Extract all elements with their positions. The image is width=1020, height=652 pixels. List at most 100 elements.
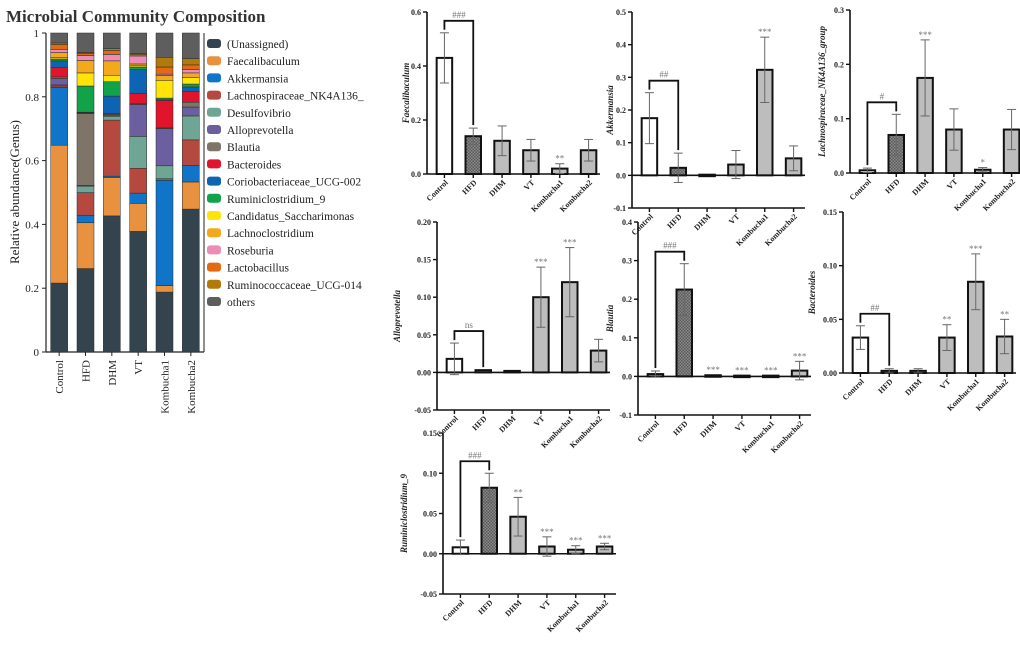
x-tick-label: VT [522, 178, 537, 193]
x-tick-label: HFD [460, 178, 478, 196]
significance-bracket [859, 312, 891, 366]
stacked-segment [76, 192, 95, 216]
stacked-segment [76, 60, 95, 74]
x-tick-label: HFD [470, 414, 488, 432]
y-tick-label: 0.15 [417, 256, 431, 265]
y-axis-label: Blautia [605, 304, 615, 333]
stacked-bar-chart: 0 0.2 0.4 0.6 0.8 1 Control HFD DHM VT Kombucha1 Ko… [25, 28, 205, 414]
y-tick-label: -0.05 [414, 406, 431, 415]
stacked-segment [182, 91, 200, 103]
y-tick-label: 0.5 [616, 8, 626, 17]
y-tick-label: 1 [34, 28, 40, 40]
y-tick-label: 0.00 [423, 550, 437, 559]
stacked-segment [103, 32, 121, 49]
significance-marker: *** [534, 257, 548, 267]
stacked-segment [182, 181, 200, 210]
significance-marker: *** [569, 536, 583, 546]
stacked-segment [155, 57, 174, 68]
y-tick-label: -0.1 [619, 411, 632, 420]
bar [474, 369, 492, 374]
legend-swatch [207, 125, 221, 134]
x-tick-label: VT [945, 177, 960, 192]
stacked-segment [50, 60, 68, 68]
y-tick-label: 0.0 [616, 171, 626, 180]
y-axis-label: Lachnospiraceae_NK4A136_group [817, 26, 827, 159]
legend-label: Candidatus_Saccharimonas [227, 211, 355, 223]
stacked-segment [103, 48, 121, 51]
significance-bracket [866, 101, 898, 166]
stacked-segment [182, 72, 200, 78]
bracket-label: # [880, 91, 885, 101]
legend-swatch [207, 228, 221, 238]
x-tick-label: HFD [81, 360, 93, 382]
stacked-segment [182, 58, 200, 66]
stacked-segment [182, 77, 200, 85]
x-tick-label: VT [133, 360, 145, 375]
significance-marker: *** [764, 366, 778, 376]
y-tick-label: 0.6 [411, 8, 421, 17]
stacked-segment [182, 106, 200, 117]
legend-swatch [207, 279, 221, 289]
bar [704, 374, 722, 378]
stacked-segment [155, 80, 174, 99]
y-tick-label: 0.20 [417, 218, 431, 227]
y-tick-label: 0.10 [823, 262, 837, 271]
stacked-segment [155, 100, 174, 129]
y-tick-label: 0.05 [823, 315, 837, 324]
stacked-segment [103, 116, 121, 121]
bar-panel-blautia: -0.1 0.0 0.1 0.2 0.3 0.4 Blautia Control HFD *** D… [605, 218, 811, 455]
y-tick-label: 0.4 [622, 218, 632, 227]
y-tick-label: 0 [34, 347, 40, 359]
legend-swatch [207, 176, 221, 186]
legend-swatch [207, 245, 221, 255]
stacked-segment [50, 87, 68, 146]
stacked-segment [103, 81, 121, 97]
y-tick-label: 0.2 [411, 116, 421, 125]
y-tick-label: 0.4 [616, 41, 626, 50]
x-tick-label: DHM [497, 414, 518, 435]
x-tick-label: Control [630, 212, 656, 238]
significance-bracket [648, 79, 680, 151]
significance-marker: ** [514, 487, 524, 497]
x-tick-label: HFD [665, 212, 683, 230]
x-tick-label: DHM [487, 178, 508, 199]
y-tick-label: 0.3 [616, 73, 626, 82]
stacked-segment [50, 32, 68, 44]
stacked-segment [50, 49, 68, 53]
legend-label: Lactobacillus [227, 263, 289, 275]
y-tick-label: 0.2 [622, 295, 632, 304]
stacked-segment [50, 282, 68, 353]
stacked-segment [129, 32, 147, 54]
legend-label: Alloprevotella [227, 125, 293, 137]
bar-panel-faecalibaculum: 0.0 0.2 0.4 0.6 Faecalibaculum Control HFD DHM V… [401, 8, 600, 214]
stacked-segment [155, 180, 174, 286]
significance-marker: *** [758, 27, 772, 37]
legend-label: Blautia [227, 142, 260, 154]
stacked-segment [129, 203, 147, 232]
stacked-segment [76, 215, 95, 224]
x-tick-label: Control [841, 377, 867, 403]
legend-swatch [207, 56, 221, 66]
y-tick-label: 0.05 [417, 331, 431, 340]
stacked-segment [50, 58, 68, 62]
stacked-segment [103, 177, 121, 217]
stacked-segment [155, 128, 174, 167]
stacked-segment [50, 52, 68, 58]
significance-marker: *** [735, 366, 749, 376]
stacked-segment [155, 75, 174, 81]
bar [698, 173, 716, 178]
stacked-segment [76, 222, 95, 269]
legend-swatch [207, 193, 221, 203]
x-tick-label: HFD [671, 419, 689, 437]
legend-swatch [207, 107, 221, 117]
x-tick-label: Control [435, 414, 461, 440]
stacked-segment [155, 285, 174, 293]
legend-swatch [207, 90, 221, 100]
legend-swatch [207, 262, 221, 272]
x-tick-label: HFD [476, 598, 494, 616]
bar-panel-bacteroides: 0.00 0.05 0.10 0.15 Bacteroides Control HFD DHM… [807, 208, 1016, 413]
significance-marker: *** [598, 533, 612, 543]
stacked-segment [182, 115, 200, 141]
x-tick-label: VT [532, 414, 547, 429]
significance-bracket [654, 250, 686, 368]
